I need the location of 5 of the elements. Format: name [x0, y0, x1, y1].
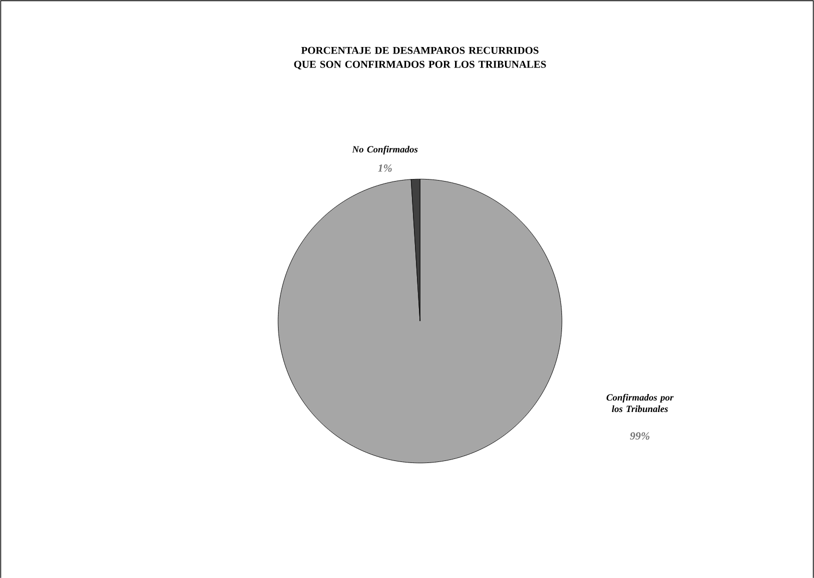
data-label: 99% — [630, 432, 650, 440]
slice-label: Confirmados por los Tribunales — [606, 394, 674, 412]
data-label: 1% — [378, 164, 392, 172]
slice-label: No Confirmados — [352, 146, 418, 154]
chart-title: PORCENTAJE DE DESAMPAROS RECURRIDOS QUE SON CONFIRMADOS POR LOS TRIBUNALES — [294, 46, 546, 70]
